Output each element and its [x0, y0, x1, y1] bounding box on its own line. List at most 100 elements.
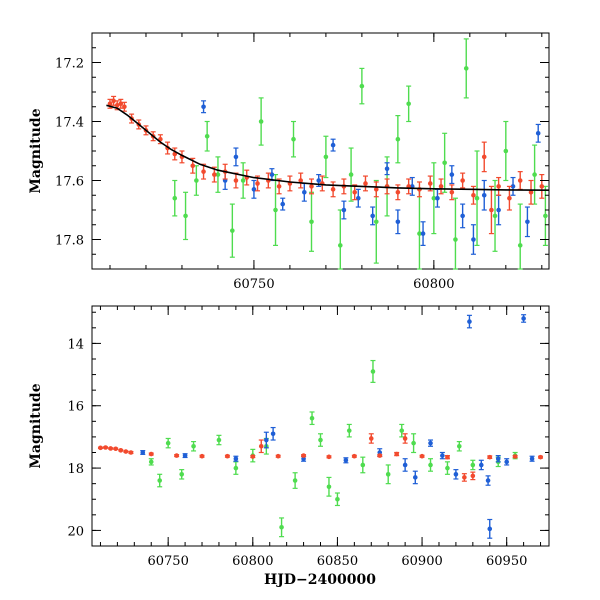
data-point-red: [460, 172, 466, 189]
data-point-red: [416, 181, 422, 198]
data-point-blue: [301, 182, 307, 202]
data-point-red: [384, 178, 390, 195]
y-tick-label: 17.2: [55, 57, 84, 72]
data-point-green: [456, 440, 462, 452]
data-point-green: [542, 185, 548, 246]
data-point-blue: [485, 475, 491, 486]
data-point-red: [488, 185, 494, 235]
data-point-green: [191, 440, 197, 452]
data-point-green: [385, 464, 391, 485]
data-point-red: [362, 175, 368, 192]
data-point-green: [428, 458, 434, 472]
data-point-green: [157, 473, 163, 488]
data-point-green: [309, 411, 315, 426]
data-point-red: [438, 178, 444, 195]
data-point-red: [496, 176, 502, 196]
data-point-green: [193, 165, 199, 196]
data-point-red: [470, 185, 476, 205]
data-point-red: [103, 445, 109, 450]
data-point-green: [334, 492, 340, 507]
data-point-red: [487, 454, 493, 460]
data-point-blue: [402, 458, 408, 472]
data-point-green: [179, 469, 185, 480]
data-point-green: [309, 191, 315, 252]
data-point-red: [330, 181, 336, 198]
bottom-panel-frame: [91, 305, 550, 547]
data-point-red: [199, 453, 205, 459]
data-point-green: [229, 203, 235, 258]
data-point-green: [258, 97, 264, 146]
data-point-blue: [330, 138, 336, 152]
data-point-blue: [233, 455, 239, 462]
data-point-green: [216, 434, 222, 446]
data-point-green: [399, 423, 405, 438]
data-point-red: [244, 169, 250, 186]
data-point-green: [360, 456, 366, 474]
data-point-red: [111, 95, 117, 106]
data-point-red: [118, 448, 124, 453]
data-point-red: [427, 175, 433, 192]
data-point-red: [539, 174, 545, 199]
data-point-blue: [233, 147, 239, 167]
bottom-axis-ticks: 60750 60800 60850 60900 60950 14 16 18 20: [67, 306, 549, 569]
data-point-red: [287, 175, 293, 192]
data-point-green: [348, 147, 354, 202]
data-point-green: [183, 191, 189, 241]
data-point-red: [461, 473, 467, 482]
data-point-red: [394, 451, 400, 457]
bottom-panel: 60750 60800 60850 60900 60950 14 16 18 20 Magnit…: [28, 305, 550, 588]
data-point-green: [279, 517, 285, 538]
data-point-red: [481, 141, 487, 173]
x-tick-label: 60850: [317, 554, 358, 569]
data-point-red: [309, 178, 315, 195]
data-point-red: [444, 454, 450, 460]
data-point-red: [97, 445, 103, 451]
x-tick-label: 60950: [486, 554, 527, 569]
data-point-green: [291, 120, 297, 158]
data-point-green: [359, 67, 365, 105]
data-point-red: [470, 471, 476, 481]
data-point-red: [373, 181, 379, 198]
top-axis-ticks: 60750 60800 17.2 17.4 17.6 17.8: [55, 32, 549, 292]
data-point-red: [123, 449, 129, 454]
data-point-green: [346, 423, 352, 438]
data-point-blue: [270, 426, 276, 441]
data-point-blue: [535, 123, 541, 143]
data-point-blue: [487, 518, 493, 539]
data-point-green: [444, 461, 450, 475]
data-point-green: [416, 188, 422, 270]
data-point-red: [406, 178, 412, 195]
data-point-red: [368, 433, 374, 444]
data-point-blue: [495, 455, 501, 463]
data-point-green: [492, 179, 498, 252]
data-point-red: [512, 454, 518, 459]
data-point-green: [503, 120, 509, 182]
data-point-blue: [341, 200, 347, 220]
y-tick-label: 14: [67, 337, 84, 352]
data-point-blue: [496, 194, 502, 226]
data-point-green: [204, 120, 210, 152]
data-point-green: [463, 38, 469, 99]
data-point-blue: [370, 206, 376, 226]
model-curve-line: [106, 104, 550, 191]
data-point-green: [474, 150, 480, 246]
data-point-red: [419, 453, 425, 459]
data-point-green: [532, 144, 538, 205]
data-point-green: [172, 179, 178, 217]
data-point-red: [174, 453, 180, 458]
data-point-blue: [384, 162, 390, 176]
data-point-blue: [269, 168, 275, 182]
data-point-red: [326, 454, 332, 460]
data-point-red: [377, 453, 383, 458]
y-tick-label: 18: [67, 462, 84, 477]
top-panel: 60750 60800 17.2 17.4 17.6 17.8 Magnitude: [28, 32, 550, 292]
data-point-red: [298, 172, 304, 189]
data-point-green: [148, 458, 154, 466]
x-tick-label: 60750: [147, 554, 188, 569]
data-point-blue: [453, 469, 459, 480]
x-tick-label: 60800: [413, 277, 454, 292]
y-tick-label: 17.8: [55, 234, 84, 249]
data-point-blue: [466, 314, 472, 329]
y-tick-label: 17.4: [55, 116, 84, 131]
data-point-red: [402, 433, 408, 444]
